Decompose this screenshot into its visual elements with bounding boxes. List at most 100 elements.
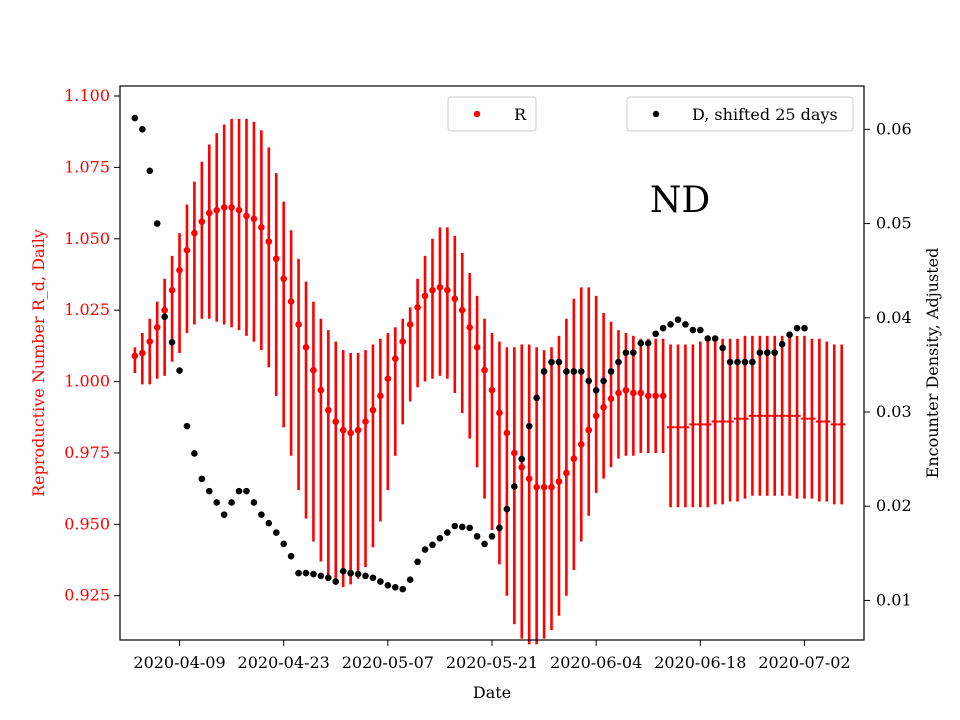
d-point [243, 487, 250, 495]
r-point [496, 409, 503, 417]
r-point [377, 392, 384, 400]
d-point [421, 546, 429, 553]
r-point [659, 392, 667, 400]
d-point [533, 394, 540, 402]
d-point [577, 368, 585, 375]
d-point [763, 349, 771, 356]
r-point [205, 209, 213, 217]
legend-d-label: D, shifted 25 days [692, 105, 838, 124]
r-point [310, 366, 317, 374]
r-point [280, 275, 287, 283]
d-point [161, 313, 168, 321]
d-point [384, 582, 392, 589]
r-point [384, 375, 392, 383]
r-point [607, 395, 615, 402]
d-point [414, 558, 421, 566]
y-left-tick-label: 1.000 [64, 372, 110, 391]
r-point [369, 406, 377, 414]
d-point [622, 349, 630, 356]
y-left-tick-label: 1.100 [64, 86, 110, 105]
d-point [570, 368, 578, 375]
r-point [555, 478, 563, 485]
r-point [481, 366, 488, 374]
d-point [689, 326, 697, 334]
y-left-tick-label: 1.075 [64, 157, 110, 176]
d-point [399, 585, 407, 593]
d-point [771, 349, 779, 356]
d-point [749, 358, 756, 366]
d-point [458, 523, 466, 531]
r-point [146, 338, 154, 345]
d-point [429, 541, 436, 549]
d-point [511, 483, 518, 490]
d-point [637, 339, 645, 347]
d-point [674, 316, 682, 323]
r-point [630, 389, 637, 397]
d-point [615, 358, 622, 366]
d-point [235, 487, 243, 495]
d-point [667, 321, 674, 328]
r-point [325, 406, 332, 414]
legend-r-box [447, 96, 537, 132]
d-point [525, 422, 533, 430]
r-point [533, 483, 540, 491]
r-point [622, 386, 630, 394]
d-point [325, 574, 332, 582]
r-point [421, 292, 429, 300]
d-point [265, 519, 273, 527]
r-point [317, 386, 325, 394]
d-point [220, 511, 228, 518]
x-axis: 2020-04-09 2020-04-23 2020-05-07 2020-05-21… [133, 640, 851, 672]
d-point [168, 338, 176, 346]
r-point [436, 284, 444, 291]
d-point [563, 368, 570, 375]
y-axis-right-label: Encounter Density, Adjusted [923, 248, 942, 479]
d-point [377, 578, 384, 585]
d-point [444, 529, 451, 536]
r-point [213, 206, 221, 214]
d-point [473, 533, 481, 540]
d-point [250, 499, 258, 506]
x-tick-label: 2020-05-21 [446, 653, 538, 672]
d-point [548, 358, 555, 366]
d-point [258, 511, 265, 518]
d-point [146, 167, 154, 175]
r-point [458, 306, 466, 314]
legend-d-box [626, 96, 854, 132]
d-point [310, 570, 317, 578]
r-point [228, 204, 235, 211]
x-axis-label: Date [473, 683, 511, 702]
y-left-tick-label: 0.975 [64, 443, 110, 462]
legend-d: D, shifted 25 days [626, 96, 854, 132]
d-point [801, 324, 808, 332]
r-point [287, 298, 295, 305]
r-point [525, 475, 533, 482]
d-point [741, 358, 749, 366]
r-point [339, 426, 347, 434]
d-point [630, 349, 637, 356]
y-axis-right: 0.01 0.02 0.03 0.04 0.05 0.06 [864, 119, 912, 609]
d-point [287, 552, 295, 560]
r-point [488, 386, 496, 394]
x-tick-label: 2020-04-23 [238, 653, 330, 672]
d-point [280, 540, 287, 548]
d-point [659, 324, 667, 332]
y-right-tick-label: 0.05 [876, 214, 912, 233]
y-axis-left-label: Reproductive Number R_d, Daily [29, 229, 48, 497]
d-point [406, 576, 414, 584]
d-point [503, 505, 511, 513]
d-point [466, 524, 473, 532]
y-left-tick-label: 0.925 [64, 586, 110, 605]
legend-r-marker [473, 110, 481, 118]
r-series [131, 118, 846, 645]
d-point [600, 377, 607, 385]
d-point [176, 367, 183, 374]
x-tick-label: 2020-06-18 [654, 653, 746, 672]
r-point [615, 389, 622, 397]
d-point [607, 368, 615, 375]
d-point [719, 344, 726, 352]
r-point [540, 483, 548, 491]
d-point [644, 339, 652, 347]
d-point [697, 326, 704, 334]
